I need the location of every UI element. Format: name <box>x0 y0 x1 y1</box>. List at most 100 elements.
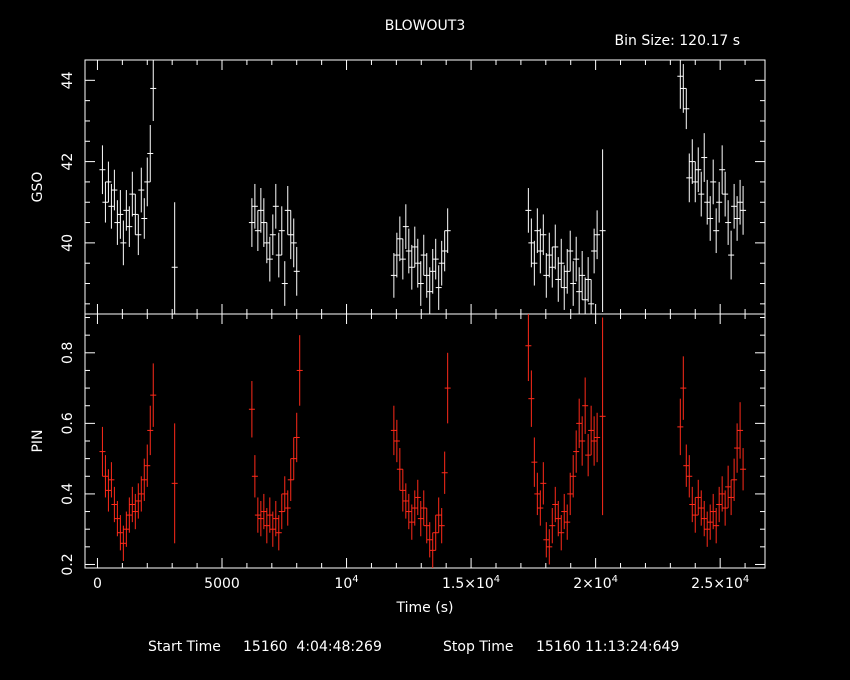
gso-data-point <box>531 240 538 286</box>
pin-data-point <box>525 314 532 382</box>
pin-data-point <box>420 490 427 526</box>
gso-data-point <box>290 218 297 268</box>
pin-data-point <box>426 522 433 558</box>
gso-data-point <box>147 125 154 182</box>
gso-data-point <box>426 267 433 314</box>
pin-data-point <box>713 508 720 544</box>
gso-y-tick-label: 44 <box>60 71 76 89</box>
pin-data-point <box>408 504 415 540</box>
pin-data-point <box>540 462 547 505</box>
gso-data-point <box>722 171 729 217</box>
pin-data-point <box>257 500 264 537</box>
pin-data-point <box>263 508 270 544</box>
gso-data-point <box>293 246 300 296</box>
pin-data-point <box>549 508 556 544</box>
pin-data-point <box>686 455 693 498</box>
gso-data-point <box>141 198 148 239</box>
gso-y-axis-label: GSO <box>30 172 46 203</box>
gso-panel-frame <box>84 59 766 315</box>
pin-data-point <box>695 479 702 516</box>
pin-data-point <box>432 515 439 551</box>
gso-data-point <box>108 183 115 229</box>
gso-data-point <box>150 60 157 121</box>
pin-data-point <box>567 472 574 516</box>
gso-data-point <box>260 198 267 247</box>
gso-data-point <box>594 210 601 260</box>
gso-data-point <box>731 183 738 229</box>
gso-data-point <box>525 188 532 233</box>
x-axis-ticks: 0 5000 104 1.5×104 2×104 2.5×104 <box>93 60 749 592</box>
gso-data-point <box>704 179 711 225</box>
pin-data-point <box>710 493 717 530</box>
gso-data-point <box>123 190 130 231</box>
pin-data-point <box>734 423 741 473</box>
pin-data-point <box>438 508 445 544</box>
pin-data-point <box>555 500 562 537</box>
gso-data-point <box>689 139 696 184</box>
gso-data-point <box>570 261 577 306</box>
pin-data-point <box>677 398 684 456</box>
bin-size-label: Bin Size: 120.17 s <box>615 33 740 49</box>
pin-data-point <box>722 490 729 526</box>
gso-data-point <box>429 248 436 294</box>
gso-data-point <box>534 208 541 254</box>
gso-data-point <box>432 238 439 280</box>
gso-data-point <box>546 232 553 278</box>
pin-data-point <box>135 483 142 519</box>
gso-data-point <box>438 240 445 286</box>
gso-data-point <box>281 261 288 306</box>
pin-data-point <box>561 493 568 530</box>
pin-data-point <box>284 490 291 526</box>
pin-y-tick-label: 0.2 <box>60 553 76 575</box>
start-time-label: Start Time <box>148 639 221 655</box>
pin-data-point <box>728 479 735 516</box>
gso-data-point <box>719 145 726 195</box>
gso-data-point <box>540 214 547 256</box>
pin-data-point <box>534 472 541 516</box>
pin-data-point <box>444 352 451 424</box>
pin-data-point <box>393 419 400 463</box>
pin-data-point <box>429 532 436 568</box>
pin-data-point <box>546 529 553 565</box>
pin-data-point <box>254 497 261 533</box>
x-tick-label: 0 <box>93 576 102 592</box>
gso-data-point <box>737 179 744 225</box>
x-tick-label: 104 <box>334 574 358 592</box>
gso-data-point <box>269 214 276 256</box>
gso-data-point <box>683 88 690 130</box>
gso-data-point <box>414 238 421 288</box>
pin-data-point <box>141 458 148 501</box>
gso-data-point <box>105 161 112 203</box>
gso-data-point <box>390 253 397 298</box>
pin-data-point <box>293 412 300 463</box>
x-tick-label: 1.5×104 <box>442 574 500 592</box>
x-axis-label: Time (s) <box>396 600 454 616</box>
gso-data-point <box>564 248 571 294</box>
gso-data-point <box>266 236 273 282</box>
gso-data-point <box>552 224 559 270</box>
gso-data-point <box>278 206 285 256</box>
pin-data-point <box>441 451 448 494</box>
gso-data-point <box>408 244 415 290</box>
pin-data-point <box>144 444 151 487</box>
gso-data-point <box>396 216 403 262</box>
pin-data-point <box>599 317 606 516</box>
gso-data-point <box>579 251 586 300</box>
pin-data-point <box>707 504 714 540</box>
x-tick-label: 5000 <box>204 576 240 592</box>
gso-data-point <box>402 204 409 249</box>
pin-data-point <box>147 405 154 456</box>
gso-data-point <box>284 185 291 235</box>
gso-data-point <box>114 200 121 245</box>
gso-data-point <box>588 279 595 314</box>
gso-data-point <box>734 196 741 241</box>
pin-data-point <box>576 398 583 449</box>
pin-data-point <box>537 490 544 526</box>
pin-data-point <box>105 469 112 512</box>
pin-data-point <box>390 405 397 456</box>
gso-data-point <box>417 261 424 306</box>
pin-data-point <box>111 486 118 523</box>
pin-data-point <box>114 500 121 537</box>
pin-data-point <box>737 402 744 459</box>
gso-data-point <box>585 257 592 302</box>
